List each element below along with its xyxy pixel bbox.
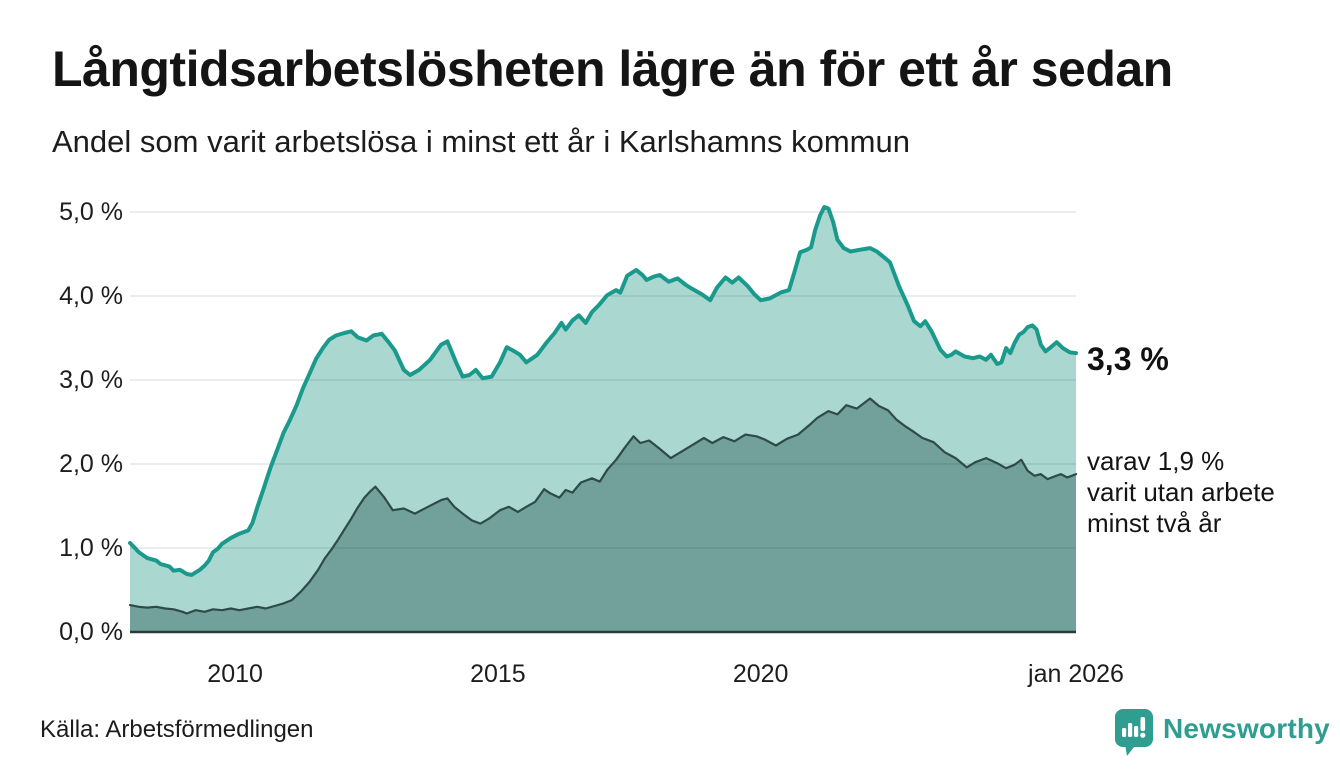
speech-bubble-chart-icon (1115, 709, 1153, 756)
y-axis-label: 2,0 % (59, 450, 123, 478)
newsworthy-logo: Newsworthy (1114, 708, 1330, 756)
x-axis-label: jan 2026 (1028, 660, 1124, 688)
y-axis-label: 4,0 % (59, 282, 123, 310)
secondary-value-line: minst två år (1087, 508, 1222, 538)
latest-value-label: 3,3 % (1087, 341, 1169, 377)
y-axis-label: 0,0 % (59, 618, 123, 646)
secondary-value-line: varit utan arbete (1087, 477, 1275, 507)
secondary-value-label: varav 1,9 % varit utan arbete minst två … (1087, 446, 1275, 539)
page-title: Långtidsarbetslösheten lägre än för ett … (52, 41, 1173, 97)
y-axis-label: 1,0 % (59, 534, 123, 562)
line-2yr (128, 397, 1078, 615)
x-axis-label: 2015 (470, 660, 526, 688)
chart-subtitle: Andel som varit arbetslösa i minst ett å… (52, 124, 910, 159)
line-1yr (128, 205, 1078, 577)
source-text: Källa: Arbetsförmedlingen (40, 716, 314, 743)
area-2yr (130, 398, 1076, 632)
logo-wordmark: Newsworthy (1163, 713, 1330, 744)
secondary-value-line: varav 1,9 % (1087, 446, 1225, 476)
x-axis-label: 2020 (732, 660, 789, 688)
x-axis-label: 2010 (207, 660, 263, 688)
y-axis-label: 5,0 % (59, 198, 123, 226)
y-axis-label: 3,0 % (59, 366, 123, 394)
